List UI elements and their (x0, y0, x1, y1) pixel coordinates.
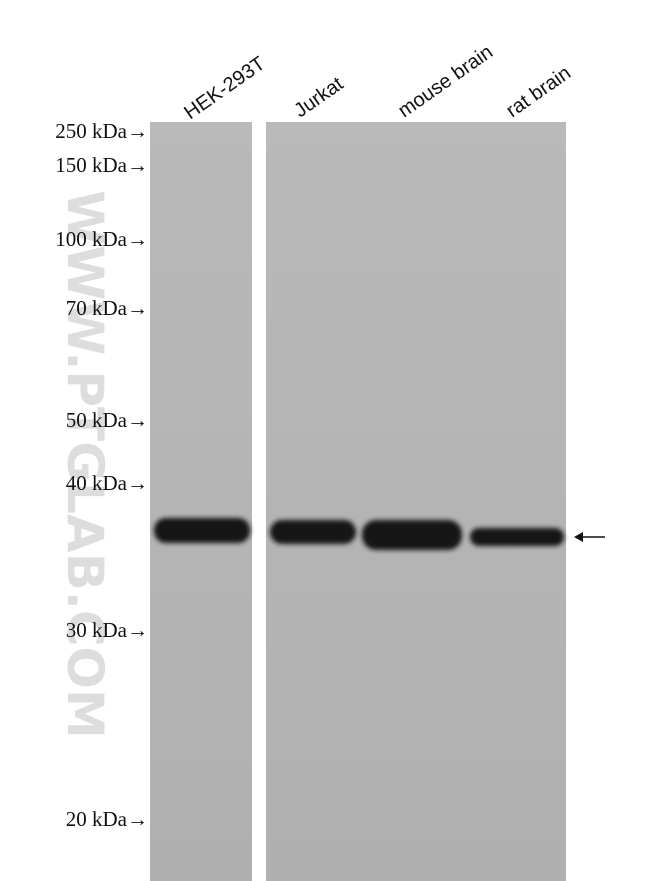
lane-label: Jurkat (290, 73, 348, 123)
band (270, 520, 356, 544)
marker-label: 150 kDa→ (55, 153, 148, 177)
marker-label: 100 kDa→ (55, 227, 148, 251)
bands (154, 518, 564, 550)
band (154, 518, 250, 543)
membrane-panel (150, 122, 252, 881)
marker-label: 50 kDa→ (66, 408, 148, 432)
membrane-panel (266, 122, 566, 881)
marker-label: 70 kDa→ (66, 296, 148, 320)
band-arrow (574, 532, 605, 542)
marker-label: 20 kDa→ (66, 807, 148, 831)
lane-label: mouse brain (394, 41, 497, 122)
marker-label: 250 kDa→ (55, 119, 148, 143)
band (470, 528, 564, 546)
marker-label: 30 kDa→ (66, 618, 148, 642)
watermark: WWW.PTGLAB.COM (56, 190, 114, 739)
band (362, 520, 462, 550)
marker-label: 40 kDa→ (66, 471, 148, 495)
lane-label: rat brain (502, 62, 575, 122)
lane-label: HEK-293T (180, 53, 269, 125)
